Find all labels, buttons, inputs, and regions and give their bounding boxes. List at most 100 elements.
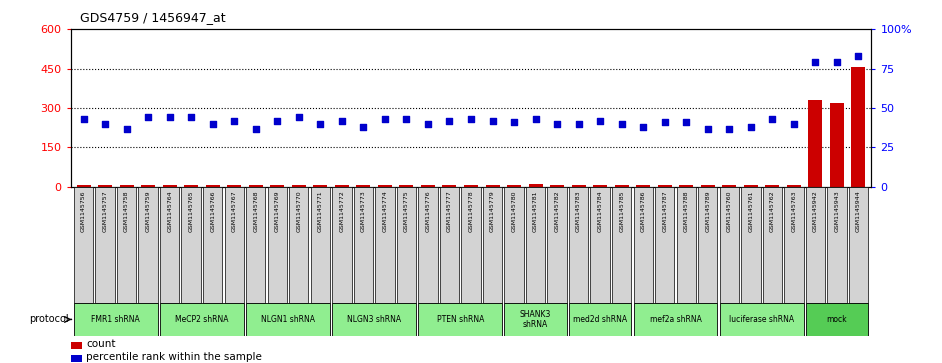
Bar [569,187,589,303]
Text: GSM1145759: GSM1145759 [146,191,151,232]
Bar [311,187,330,303]
Bar [224,187,244,303]
Bar [805,187,825,303]
Bar [701,185,715,187]
Point [249,126,264,131]
Bar [160,187,179,303]
Text: GSM1145764: GSM1145764 [167,191,172,232]
Bar [504,187,524,303]
Text: GSM1145782: GSM1145782 [555,191,560,232]
Bar [163,185,177,187]
Bar [787,185,801,187]
Text: NLGN1 shRNA: NLGN1 shRNA [261,315,315,324]
Bar [421,185,435,187]
Text: GSM1145765: GSM1145765 [188,191,194,232]
Bar [765,185,779,187]
Point [571,121,586,127]
Bar [73,187,93,303]
Bar [547,187,567,303]
Point [398,116,414,122]
Bar [526,187,545,303]
Bar [462,187,480,303]
Text: mef2a shRNA: mef2a shRNA [650,315,702,324]
Text: GSM1145776: GSM1145776 [426,191,430,232]
Text: PTEN shRNA: PTEN shRNA [436,315,484,324]
Bar [485,185,499,187]
Bar [723,185,737,187]
Bar [397,187,416,303]
Bar [399,185,414,187]
Bar [483,187,502,303]
Bar [572,185,586,187]
Bar [71,342,83,349]
Bar [182,187,201,303]
Bar [655,187,674,303]
Text: GSM1145781: GSM1145781 [533,191,538,232]
Point [787,121,802,127]
Point [98,121,113,127]
Bar [615,185,628,187]
Text: GSM1145767: GSM1145767 [232,191,236,232]
Text: GSM1145770: GSM1145770 [297,191,301,232]
Bar [98,185,112,187]
Bar [827,187,847,303]
Point [614,121,629,127]
Bar [120,185,134,187]
Point [442,118,457,123]
Point [140,115,155,121]
Text: GSM1145777: GSM1145777 [447,191,452,232]
Point [119,126,134,131]
Bar [418,187,438,303]
Text: GDS4759 / 1456947_at: GDS4759 / 1456947_at [80,11,226,24]
Point [227,118,242,123]
Bar [698,187,718,303]
Bar [138,187,158,303]
Bar [808,100,822,187]
Text: GSM1145788: GSM1145788 [684,191,689,232]
Bar [504,303,567,336]
Bar [73,303,158,336]
Point [485,118,500,123]
Text: GSM1145775: GSM1145775 [404,191,409,232]
Text: GSM1145769: GSM1145769 [275,191,280,232]
Point [334,118,349,123]
Text: GSM1145758: GSM1145758 [124,191,129,232]
Point [549,121,564,127]
Text: NLGN3 shRNA: NLGN3 shRNA [347,315,401,324]
Point [356,124,371,130]
Point [291,115,306,121]
Bar [720,303,804,336]
Text: MeCP2 shRNA: MeCP2 shRNA [175,315,229,324]
Text: GSM1145766: GSM1145766 [210,191,215,232]
Text: GSM1145779: GSM1145779 [490,191,495,232]
Bar [528,184,543,187]
Bar [569,303,631,336]
Text: GSM1145763: GSM1145763 [791,191,796,232]
Bar [203,187,222,303]
Bar [418,303,502,336]
Text: GSM1145786: GSM1145786 [641,191,645,232]
Text: GSM1145771: GSM1145771 [317,191,323,232]
Bar [249,185,263,187]
Bar [550,185,564,187]
Point [313,121,328,127]
Point [162,115,177,121]
Bar [289,187,308,303]
Bar [333,187,351,303]
Text: luciferase shRNA: luciferase shRNA [729,315,794,324]
Text: GSM1145762: GSM1145762 [770,191,775,232]
Point [722,126,737,131]
Text: GSM1145942: GSM1145942 [813,191,818,232]
Bar [378,185,392,187]
Bar [227,185,241,187]
Bar [356,185,370,187]
Bar [658,185,672,187]
Point [851,53,866,59]
Point [636,124,651,130]
Bar [292,185,306,187]
Bar [763,187,782,303]
Text: GSM1145944: GSM1145944 [856,191,861,232]
Bar [270,184,284,187]
Point [593,118,608,123]
Text: GSM1145787: GSM1145787 [662,191,667,232]
